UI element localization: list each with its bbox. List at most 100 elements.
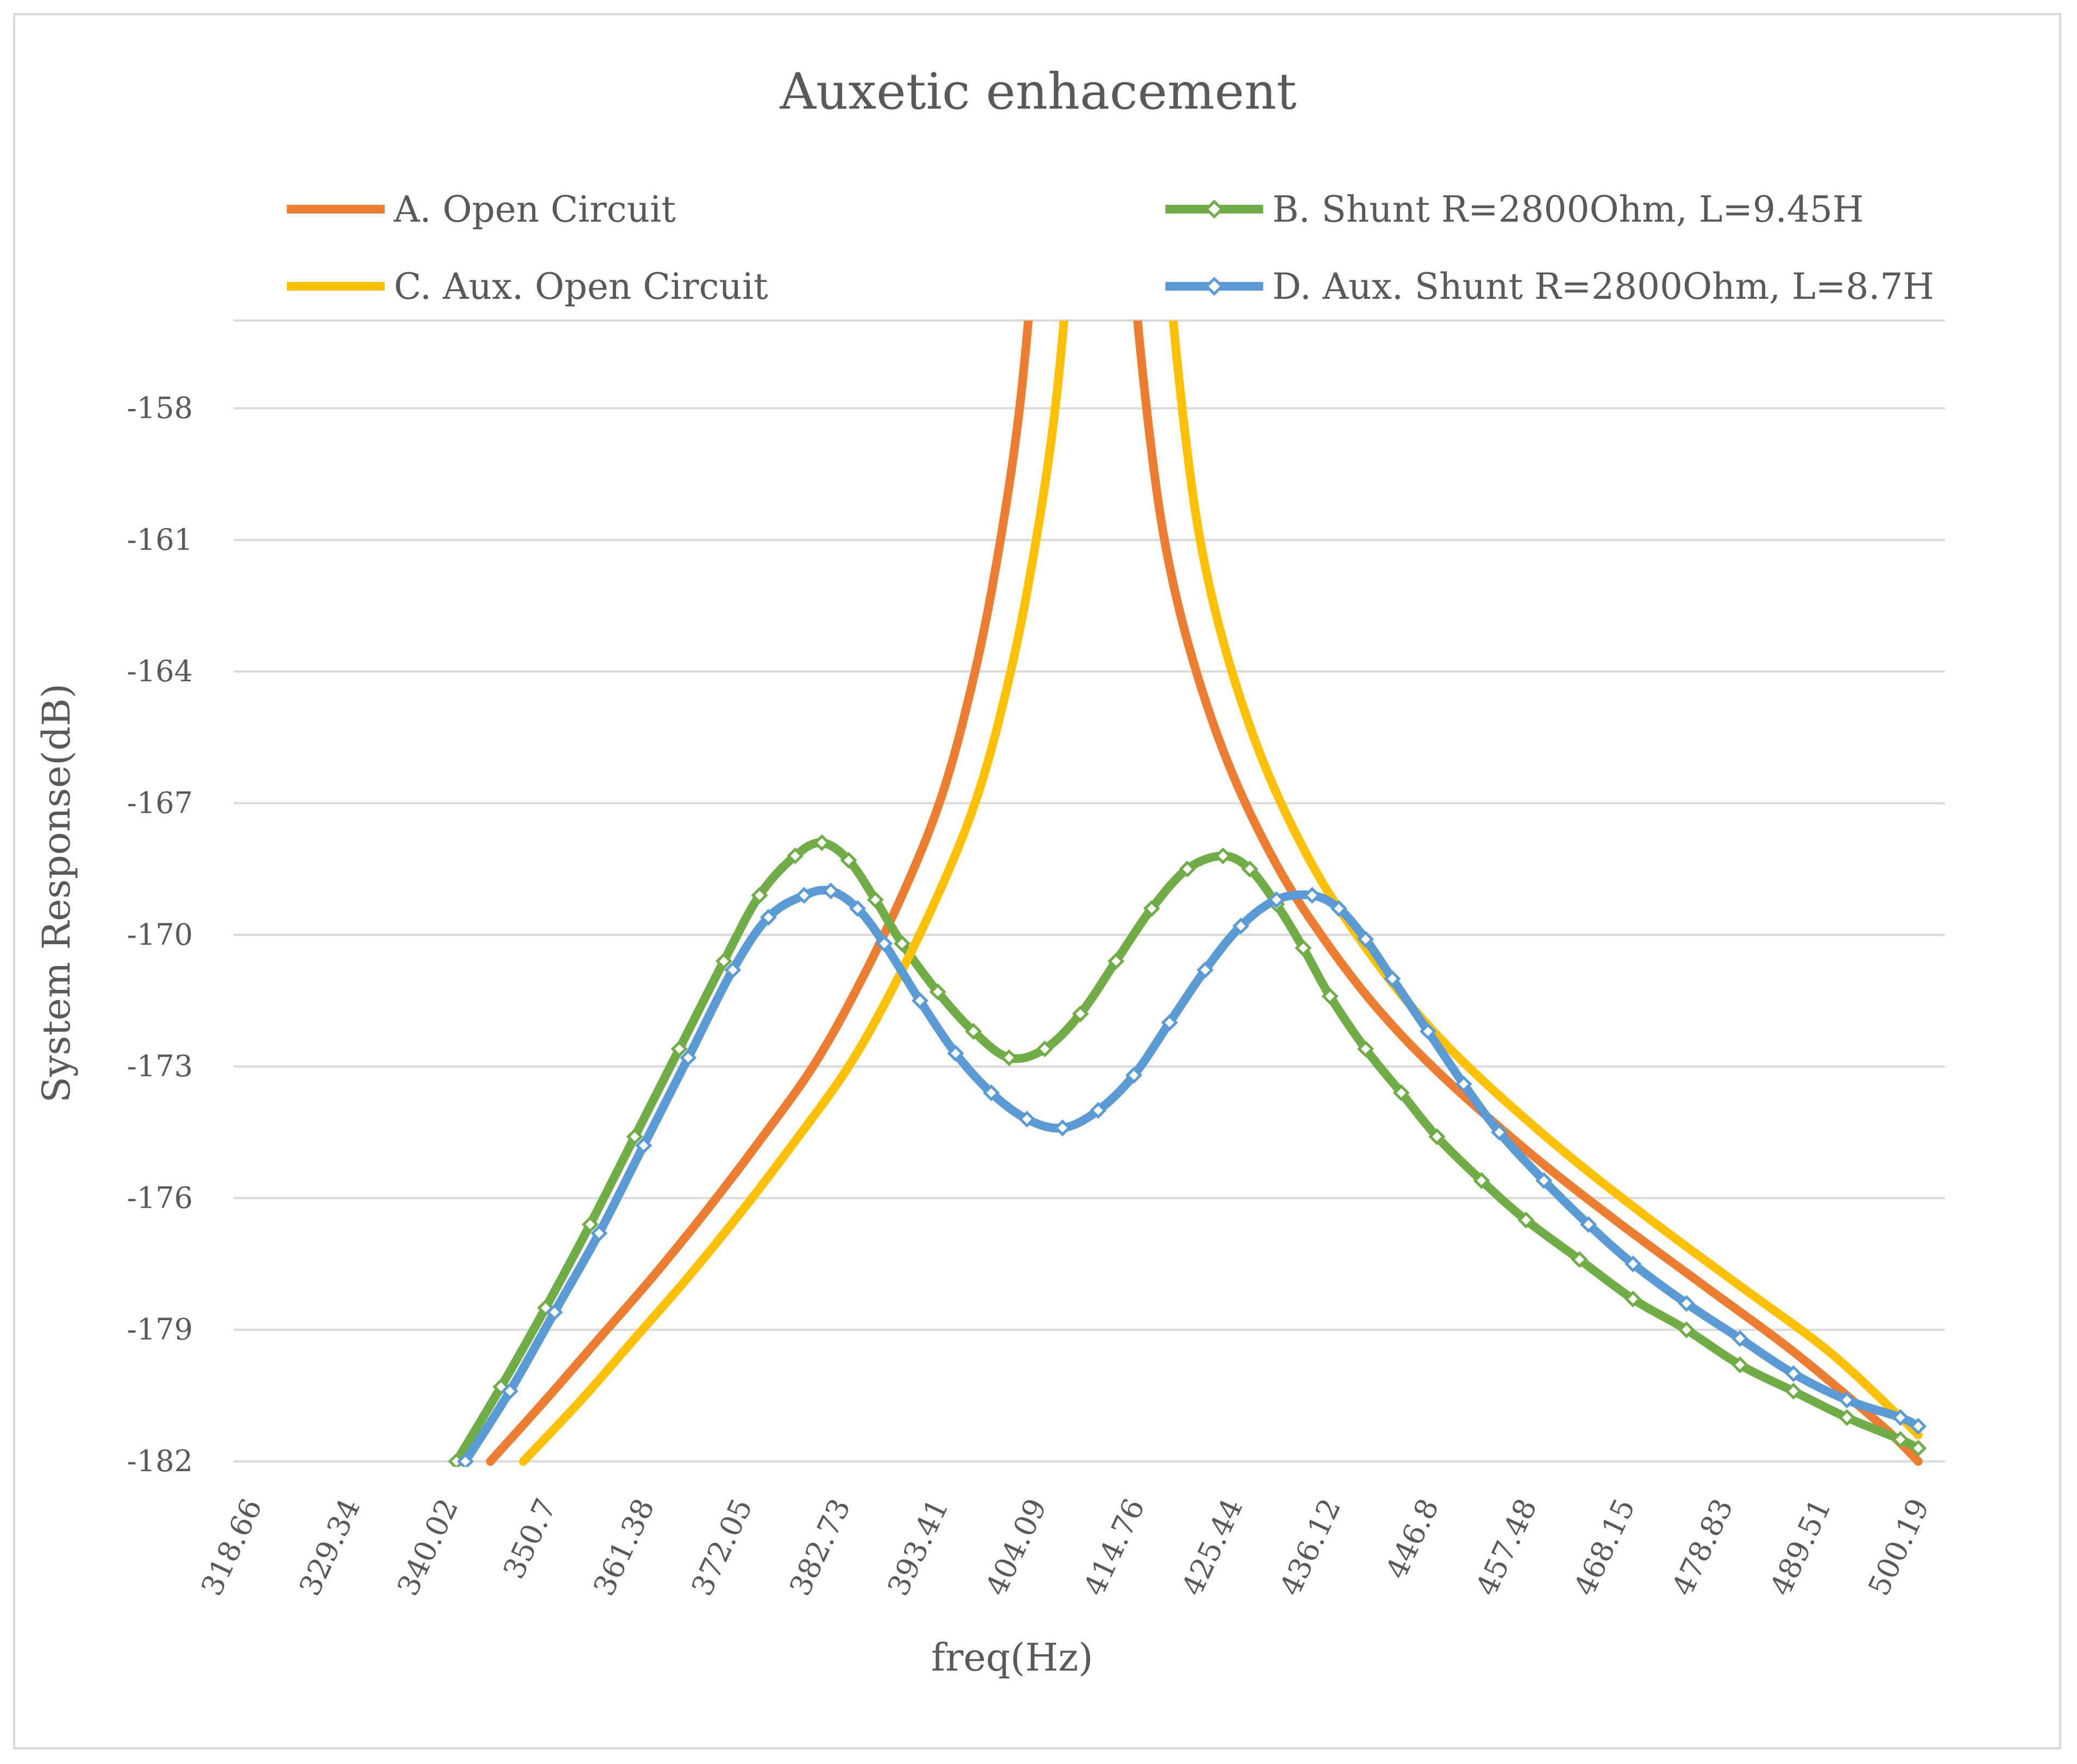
- chart-frame: [13, 13, 2061, 1749]
- x-tick-label: 404.09: [979, 1493, 1053, 1601]
- data-point: [1321, 988, 1339, 1005]
- data-point: [1580, 1216, 1597, 1233]
- data-point: [724, 961, 742, 978]
- y-axis-ticks: -158 -161 -164 -167 -170 -173 -176 -179 -182: [127, 391, 193, 1478]
- x-tick-label: 372.05: [685, 1493, 759, 1601]
- legend-marker-1: [1204, 199, 1224, 219]
- series-line-0: [486, 321, 1923, 1466]
- data-point: [751, 887, 768, 904]
- x-tick-label: 329.34: [292, 1493, 367, 1601]
- data-point: [1089, 1102, 1107, 1119]
- legend-item-b: B. Shunt R=2800Ohm, L=9.45H: [1165, 189, 1863, 230]
- legend-marker-3: [1204, 277, 1224, 296]
- data-point: [1910, 1440, 1927, 1457]
- data-point: [849, 900, 866, 917]
- x-axis-title: freq(Hz): [931, 1635, 1093, 1680]
- data-point: [626, 1128, 643, 1145]
- data-point: [1517, 1211, 1535, 1229]
- x-tick-label: 457.48: [1469, 1493, 1543, 1601]
- data-point: [760, 908, 777, 926]
- series-line-1: [452, 838, 1923, 1466]
- data-point: [1161, 1014, 1178, 1031]
- data-point: [1678, 1295, 1695, 1312]
- data-point: [680, 1049, 697, 1066]
- data-point: [670, 1040, 688, 1058]
- legend: A. Open Circuit B. Shunt R=2800Ohm, L=9.…: [287, 189, 1934, 307]
- data-point: [795, 887, 813, 904]
- data-point: [1892, 1409, 1909, 1426]
- data-point: [1731, 1330, 1749, 1347]
- x-tick-label: 500.19: [1861, 1493, 1936, 1601]
- y-tick-label: -161: [127, 523, 193, 557]
- series-0: [486, 321, 1923, 1466]
- data-point: [1624, 1290, 1642, 1308]
- data-point: [1178, 861, 1196, 878]
- data-point: [1196, 961, 1214, 978]
- data-point: [1892, 1431, 1909, 1448]
- data-point: [1731, 1356, 1749, 1373]
- data-point: [840, 851, 857, 869]
- y-tick-label: -182: [127, 1444, 193, 1478]
- series-1: [448, 834, 1927, 1467]
- data-point: [537, 1299, 554, 1316]
- data-point: [1428, 1128, 1446, 1145]
- x-tick-label: 350.7: [497, 1493, 563, 1584]
- data-point: [1036, 1040, 1053, 1058]
- gridlines: [234, 319, 1945, 1462]
- data-point: [715, 952, 732, 970]
- data-point: [1571, 1251, 1588, 1268]
- data-point: [1455, 1075, 1472, 1093]
- x-tick-label: 414.76: [1077, 1493, 1151, 1601]
- data-point: [813, 834, 831, 851]
- data-point: [1054, 1119, 1071, 1137]
- x-tick-label: 436.12: [1273, 1493, 1347, 1601]
- x-tick-label: 468.15: [1567, 1493, 1642, 1601]
- data-point: [911, 992, 928, 1009]
- y-axis-title: System Response(dB): [34, 683, 79, 1103]
- data-point: [929, 983, 946, 1001]
- y-tick-label: -176: [127, 1181, 193, 1215]
- data-point: [1785, 1383, 1802, 1400]
- x-tick-label: 340.02: [391, 1493, 465, 1601]
- data-point: [893, 935, 911, 952]
- series-line-3: [461, 886, 1923, 1466]
- data-point: [1910, 1417, 1927, 1435]
- legend-label-b: B. Shunt R=2800Ohm, L=9.45H: [1272, 189, 1863, 230]
- y-tick-label: -164: [127, 654, 193, 688]
- series-layer: [448, 321, 1927, 1467]
- data-point: [1000, 1049, 1018, 1066]
- data-point: [1384, 970, 1401, 988]
- data-point: [982, 1084, 1000, 1102]
- x-axis-ticks: 318.66 329.34 340.02 350.7 361.38 372.05 382.7…: [194, 1493, 1936, 1601]
- data-point: [876, 935, 893, 952]
- data-point: [787, 847, 804, 864]
- data-point: [581, 1216, 599, 1233]
- x-tick-label: 361.38: [587, 1493, 661, 1601]
- legend-item-c: C. Aux. Open Circuit: [287, 266, 768, 307]
- x-tick-label: 318.66: [194, 1493, 269, 1601]
- data-point: [1214, 847, 1232, 864]
- data-point: [1624, 1255, 1642, 1273]
- legend-label-d: D. Aux. Shunt R=2800Ohm, L=8.7H: [1272, 266, 1934, 307]
- y-tick-label: -158: [127, 391, 193, 425]
- data-point: [1838, 1391, 1856, 1409]
- data-point: [1357, 1040, 1375, 1058]
- data-point: [1143, 900, 1160, 917]
- data-point: [1491, 1123, 1508, 1141]
- series-3: [457, 882, 1927, 1467]
- data-point: [1125, 1066, 1143, 1084]
- data-point: [1232, 918, 1250, 935]
- data-point: [1107, 952, 1125, 970]
- data-point: [947, 1045, 964, 1062]
- y-tick-label: -167: [127, 786, 193, 820]
- data-point: [1785, 1365, 1802, 1382]
- data-point: [1838, 1409, 1856, 1426]
- legend-item-d: D. Aux. Shunt R=2800Ohm, L=8.7H: [1165, 266, 1934, 307]
- data-point: [501, 1383, 519, 1400]
- data-point: [965, 1022, 982, 1040]
- x-tick-label: 478.83: [1665, 1493, 1740, 1601]
- y-tick-label: -179: [127, 1313, 193, 1347]
- x-tick-label: 425.44: [1175, 1493, 1250, 1601]
- x-tick-label: 489.51: [1764, 1493, 1838, 1601]
